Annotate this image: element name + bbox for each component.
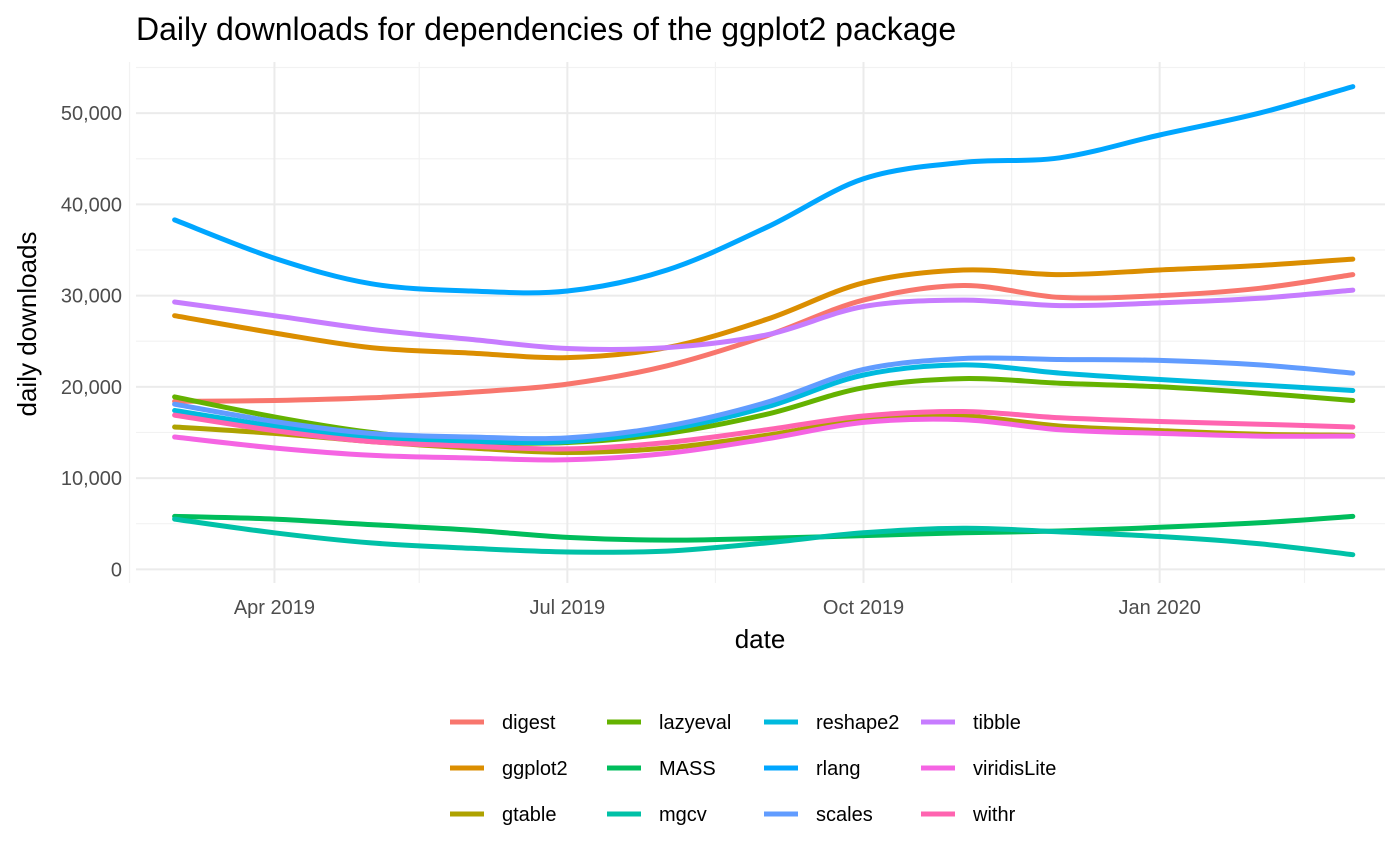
y-tick-label-1: 10,000 (61, 468, 122, 490)
legend-label-gtable: gtable (502, 804, 557, 826)
legend-label-ggplot2: ggplot2 (502, 758, 568, 780)
series-line-reshape2 (172, 362, 1356, 446)
series-lines (172, 84, 1356, 558)
x-tick-label-2: Oct 2019 (823, 597, 904, 619)
series-line-scales (172, 355, 1356, 442)
series-line-MASS (172, 513, 1356, 543)
y-axis-title: daily downloads (12, 231, 42, 416)
legend-label-rlang: rlang (816, 758, 860, 780)
x-tick-label-1: Jul 2019 (530, 597, 606, 619)
legend-label-digest: digest (502, 712, 556, 734)
y-tick-label-3: 30,000 (61, 286, 122, 308)
legend-label-scales: scales (816, 804, 873, 826)
x-axis-title: date (735, 624, 786, 654)
y-tick-label-4: 40,000 (61, 194, 122, 216)
legend-label-lazyeval: lazyeval (659, 712, 731, 734)
x-axis-ticks: Apr 2019 Jul 2019 Oct 2019 Jan 2020 (234, 597, 1201, 619)
legend-label-mgcv: mgcv (659, 804, 707, 826)
y-tick-label-2: 20,000 (61, 377, 122, 399)
y-tick-label-0: 0 (111, 559, 122, 581)
x-tick-label-0: Apr 2019 (234, 597, 315, 619)
legend-label-viridisLite: viridisLite (973, 758, 1056, 780)
series-line-ggplot2 (172, 256, 1356, 361)
legend-label-tibble: tibble (973, 712, 1021, 734)
series-line-rlang (172, 84, 1356, 296)
legend-label-reshape2: reshape2 (816, 712, 899, 734)
y-axis-ticks: 0 10,000 20,000 30,000 40,000 50,000 (61, 103, 122, 581)
y-tick-label-5: 50,000 (61, 103, 122, 125)
legend: digest ggplot2 gtable lazyeval MASS mgcv resha… (450, 712, 1056, 826)
legend-label-withr: withr (972, 804, 1016, 826)
x-tick-label-3: Jan 2020 (1119, 597, 1201, 619)
chart-title: Daily downloads for dependencies of the … (136, 11, 956, 47)
series-line-withr (172, 408, 1356, 452)
series-line-tibble (172, 287, 1356, 352)
legend-label-MASS: MASS (659, 758, 716, 780)
series-line-mgcv (172, 516, 1356, 558)
series-line-viridisLite (172, 416, 1356, 463)
